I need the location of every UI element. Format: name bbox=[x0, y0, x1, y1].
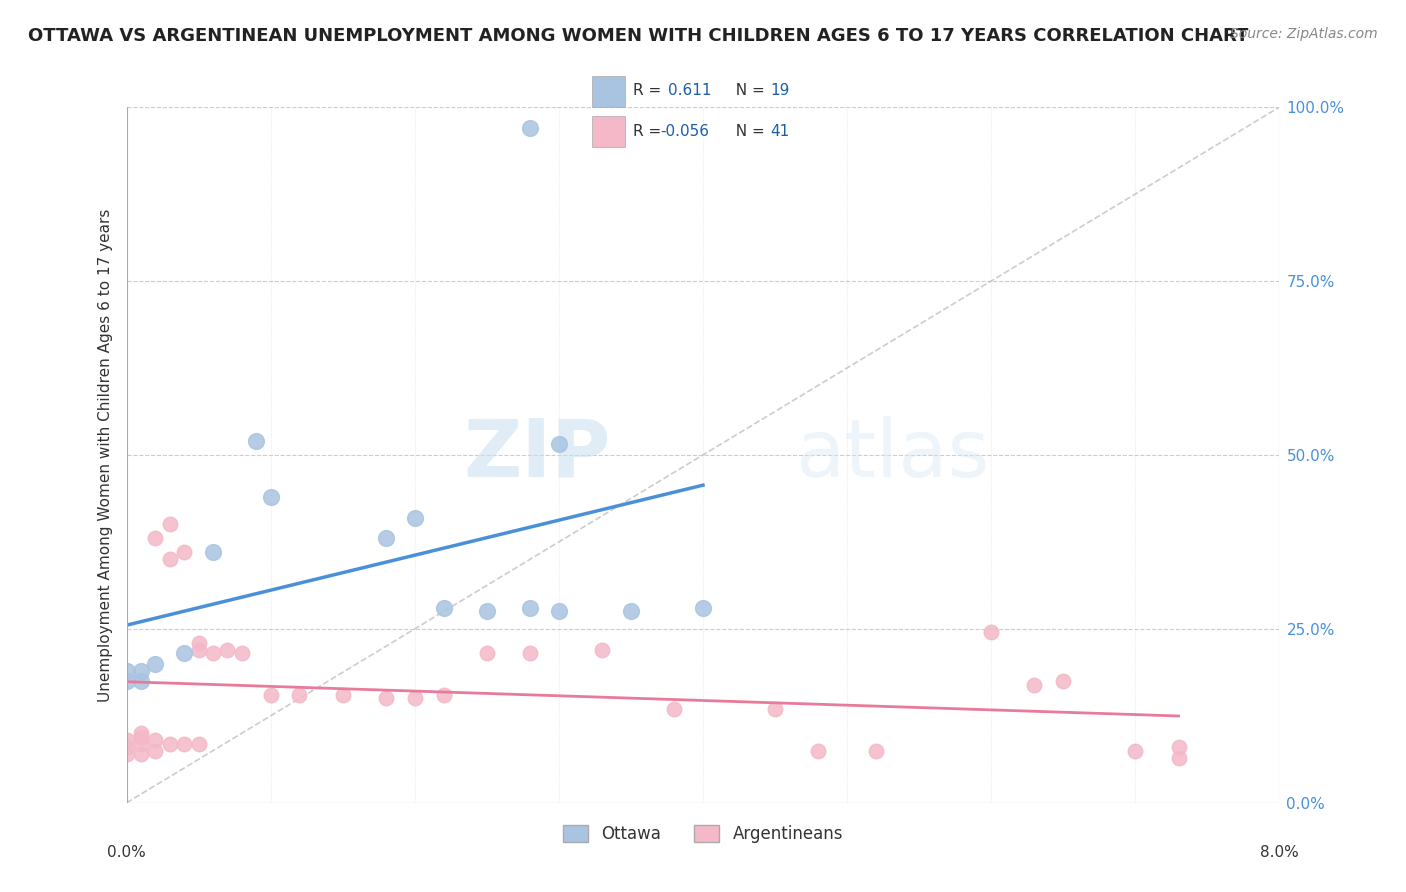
Point bbox=[187, 642, 209, 657]
Point bbox=[129, 664, 152, 678]
Point bbox=[1167, 740, 1189, 755]
Legend: Ottawa, Argentineans: Ottawa, Argentineans bbox=[557, 819, 849, 850]
Point bbox=[187, 737, 209, 751]
Point bbox=[217, 642, 239, 657]
Point bbox=[115, 664, 138, 678]
Point bbox=[433, 688, 456, 702]
Point bbox=[129, 674, 152, 689]
Text: N =: N = bbox=[725, 84, 769, 98]
Text: ZIP: ZIP bbox=[464, 416, 610, 494]
Bar bbox=[592, 116, 624, 147]
Text: -0.056: -0.056 bbox=[661, 124, 709, 138]
Text: atlas: atlas bbox=[796, 416, 990, 494]
Point bbox=[1052, 674, 1074, 689]
Point bbox=[115, 674, 138, 689]
Point bbox=[202, 646, 225, 660]
Point bbox=[129, 730, 152, 744]
Point bbox=[173, 737, 195, 751]
Text: R =: R = bbox=[633, 124, 666, 138]
Text: 19: 19 bbox=[770, 84, 789, 98]
Text: 41: 41 bbox=[770, 124, 789, 138]
Point bbox=[519, 646, 541, 660]
Point bbox=[115, 733, 138, 747]
Text: OTTAWA VS ARGENTINEAN UNEMPLOYMENT AMONG WOMEN WITH CHILDREN AGES 6 TO 17 YEARS : OTTAWA VS ARGENTINEAN UNEMPLOYMENT AMONG… bbox=[28, 27, 1249, 45]
Point bbox=[145, 657, 166, 671]
Point bbox=[374, 691, 398, 706]
Point bbox=[259, 490, 281, 504]
Bar bbox=[592, 76, 624, 107]
Point bbox=[807, 744, 830, 758]
Point bbox=[980, 625, 1002, 640]
Point bbox=[159, 737, 181, 751]
Point bbox=[145, 733, 166, 747]
Point bbox=[129, 726, 152, 740]
Y-axis label: Unemployment Among Women with Children Ages 6 to 17 years: Unemployment Among Women with Children A… bbox=[97, 208, 112, 702]
Point bbox=[475, 646, 498, 660]
Point bbox=[159, 517, 181, 532]
Point bbox=[1125, 744, 1147, 758]
Text: R =: R = bbox=[633, 84, 671, 98]
Point bbox=[664, 702, 686, 716]
Point bbox=[519, 601, 541, 615]
Point bbox=[332, 688, 354, 702]
Point bbox=[620, 605, 643, 619]
Point bbox=[129, 737, 152, 751]
Point bbox=[1167, 750, 1189, 764]
Text: Source: ZipAtlas.com: Source: ZipAtlas.com bbox=[1230, 27, 1378, 41]
Point bbox=[231, 646, 253, 660]
Point bbox=[404, 510, 426, 524]
Text: N =: N = bbox=[725, 124, 769, 138]
Point bbox=[374, 532, 398, 546]
Point bbox=[433, 601, 456, 615]
Point bbox=[202, 545, 225, 559]
Point bbox=[115, 740, 138, 755]
Point bbox=[519, 120, 541, 135]
Point bbox=[173, 545, 195, 559]
Point bbox=[475, 605, 498, 619]
Text: 8.0%: 8.0% bbox=[1260, 845, 1299, 860]
Point bbox=[129, 747, 152, 761]
Point bbox=[865, 744, 887, 758]
Point bbox=[145, 532, 166, 546]
Text: 0.611: 0.611 bbox=[668, 84, 711, 98]
Point bbox=[115, 747, 138, 761]
Point bbox=[187, 636, 209, 650]
Point bbox=[288, 688, 311, 702]
Point bbox=[763, 702, 786, 716]
Text: 0.0%: 0.0% bbox=[107, 845, 146, 860]
Point bbox=[245, 434, 267, 448]
Point bbox=[591, 642, 613, 657]
Point bbox=[404, 691, 426, 706]
Point bbox=[692, 601, 714, 615]
Point bbox=[159, 552, 181, 566]
Point bbox=[145, 744, 166, 758]
Point bbox=[259, 688, 281, 702]
Point bbox=[173, 646, 195, 660]
Point bbox=[1024, 677, 1046, 691]
Point bbox=[548, 605, 571, 619]
Point bbox=[548, 437, 571, 451]
